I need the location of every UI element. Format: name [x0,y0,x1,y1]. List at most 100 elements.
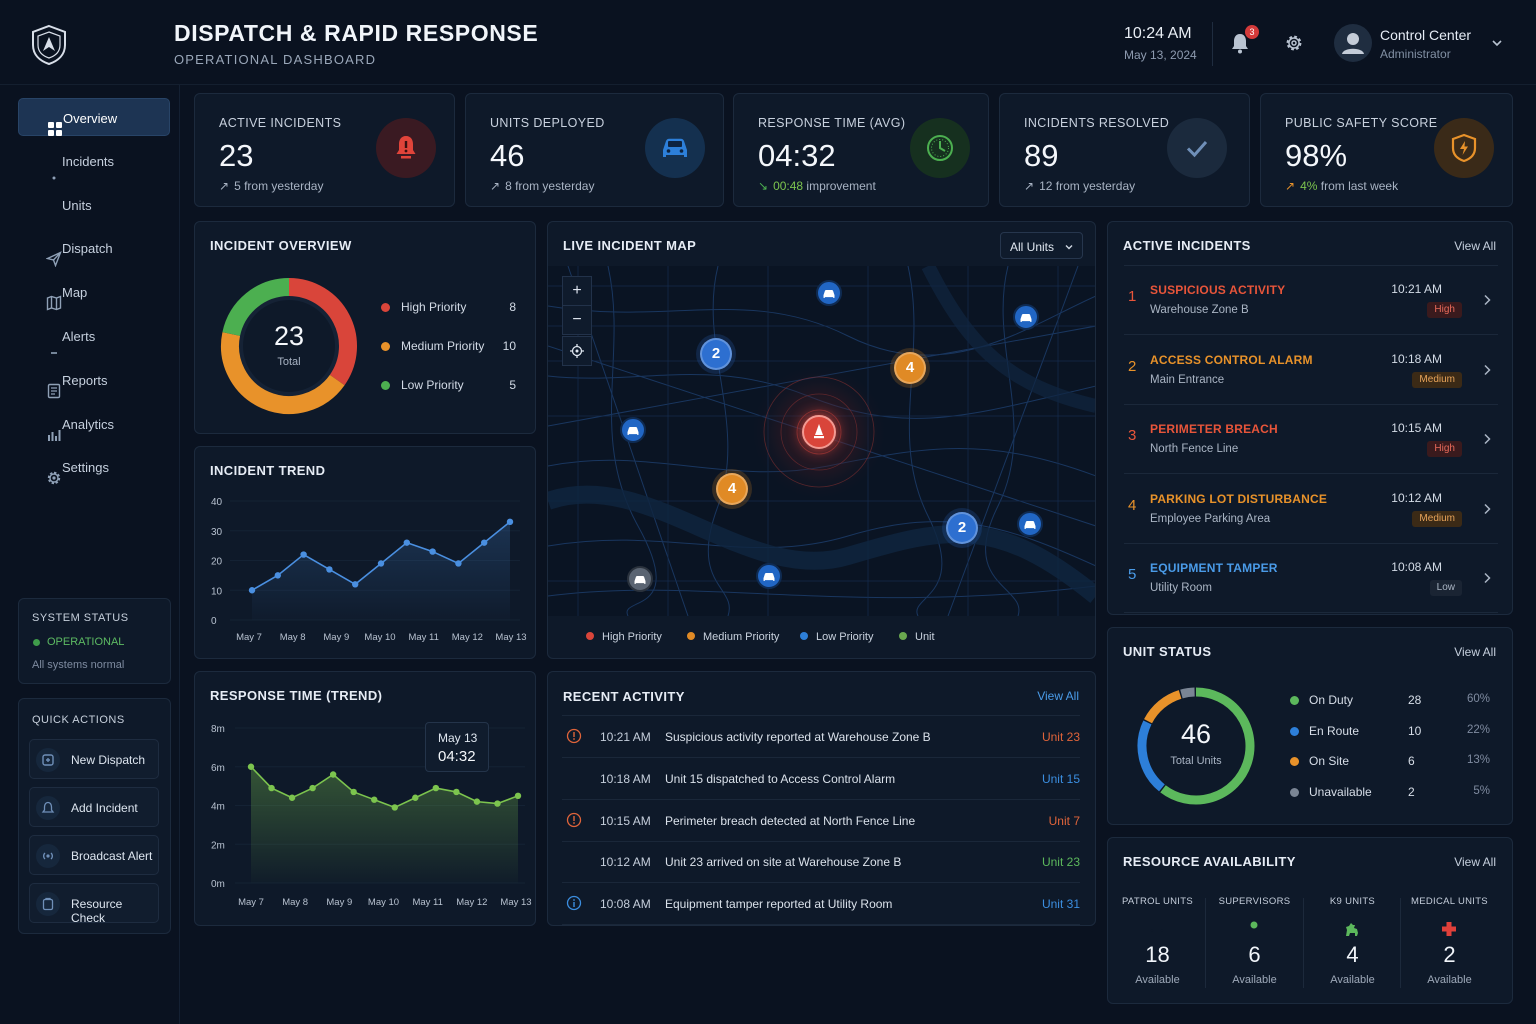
sidebar-item-analytics[interactable]: Analytics [18,405,170,443]
user-icon [1342,33,1364,54]
data-point [429,548,436,555]
incident-row[interactable]: 2 ACCESS CONTROL ALARM Main Entrance 10:18 … [1124,336,1498,405]
recent-activity-view-all[interactable]: View All [1037,689,1079,703]
zoom-in-button[interactable]: + [562,276,592,306]
incident-cluster-marker[interactable]: 4 [894,352,926,384]
y-tick-label: 30 [211,527,223,538]
bell-icon [32,153,56,180]
data-point [248,587,256,594]
unit-status-donut [1137,687,1255,805]
send-icon [32,240,62,268]
activity-unit-link[interactable]: Unit 23 [1041,730,1080,744]
bar-chart-icon [32,416,61,441]
unit-filter-dropdown[interactable]: All Units [1000,232,1083,259]
resource-medical-units[interactable]: MEDICAL UNITS 2 Available [1401,894,1498,994]
kpi-delta-value: 4% [1300,179,1318,193]
activity-unit-link[interactable]: Unit 31 [1041,897,1080,912]
incident-row[interactable]: 1 SUSPICIOUS ACTIVITY Warehouse Zone B 10:2… [1124,266,1498,335]
legend-dot [1290,726,1299,736]
activity-unit-link[interactable]: Unit 7 [1048,813,1080,828]
broadcast-alert-button[interactable]: Broadcast Alert [29,835,159,875]
sidebar-item-label: Settings [62,460,109,476]
active-incidents-view-all[interactable]: View All [1454,239,1496,253]
incident-trend-panel: INCIDENT TREND 0 10 20 30 40 May 7 May 8 May 9 M… [194,446,536,659]
sidebar-item-alerts[interactable]: Alerts [18,317,170,355]
legend-label: High Priority [401,300,467,314]
locate-button[interactable] [562,336,592,366]
unit-status-view-all[interactable]: View All [1454,645,1496,659]
divider [562,715,1080,716]
sidebar-item-dispatch[interactable]: Dispatch [18,229,170,268]
sidebar-item-incidents[interactable]: Incidents [18,142,170,180]
sidebar-item-overview[interactable]: Overview [18,98,170,136]
sidebar-item-units[interactable]: Units [18,186,170,224]
trend-arrow-icon: ↘ [758,179,769,193]
incident-trend-chart: 0 10 20 30 40 May 7 May 8 May 9 May 10 May 11 May … [211,497,527,643]
incident-row[interactable]: 3 PERIMETER BREACH North Fence Line 10:15 A… [1124,405,1498,474]
donut-segment-on-site [1144,690,1182,724]
sidebar-item-label: Incidents [62,153,115,169]
settings-gear-icon[interactable] [1283,32,1305,54]
unit-marker-car-icon[interactable] [620,417,646,443]
high-priority-incident-marker[interactable] [802,415,836,449]
x-tick-label: May 8 [282,897,308,908]
y-tick-label: 20 [211,557,223,568]
incident-number: 1 [1128,288,1137,305]
activity-time: 10:21 AM [600,730,651,744]
unit-marker-car-icon[interactable] [816,280,842,306]
incident-cluster-marker[interactable]: 2 [946,512,978,544]
series-area [252,521,510,620]
x-tick-label: May 7 [236,632,262,643]
kpi-delta: ↗ 5 from yesterday [219,179,323,193]
map-legend: High Priority Medium Priority Low Priority… [562,624,1080,652]
user-avatar[interactable] [1334,24,1372,62]
new-dispatch-button[interactable]: New Dispatch [29,739,159,779]
notifications-bell-icon[interactable] [1229,31,1251,55]
data-point [377,560,385,567]
car-icon [645,118,705,178]
unit-status-row: On Duty 28 60% [1290,693,1490,709]
map-canvas[interactable]: 2 4 4 2 [548,266,1095,616]
unit-status-row: Unavailable 2 5% [1290,785,1490,801]
incident-title: PERIMETER BREACH [1150,422,1278,436]
data-point [309,784,316,792]
add-incident-button[interactable]: Add Incident [29,787,159,827]
activity-description: Equipment tamper reported at Utility Roo… [665,897,893,912]
resource-k9-units[interactable]: K9 UNITS 4 Available [1304,894,1401,994]
sidebar-item-settings[interactable]: Settings [18,448,170,486]
data-point [453,788,460,796]
sidebar-item-map[interactable]: Map [18,273,170,311]
activity-unit-link[interactable]: Unit 15 [1041,771,1080,786]
incident-cluster-marker[interactable]: 4 [716,473,748,505]
chevron-right-icon [1482,503,1492,515]
trend-arrow-icon: ↗ [1024,179,1035,193]
kpi-delta-text: from yesterday [511,179,595,193]
incident-title: SUSPICIOUS ACTIVITY [1150,283,1286,297]
resource-check-button[interactable]: Resource Check [29,883,159,925]
incident-cluster-marker[interactable]: 2 [700,338,732,370]
legend-dot [1290,696,1299,705]
zoom-out-button[interactable]: − [562,305,592,335]
unit-marker-car-icon[interactable] [627,566,653,592]
resource-patrol-units[interactable]: PATROL UNITS 18 Available [1109,894,1206,994]
kpi-delta-value: 12 [1039,179,1053,193]
resource-availability-view-all[interactable]: View All [1454,855,1496,869]
resource-supervisors[interactable]: SUPERVISORS 6 Available [1206,894,1303,994]
unit-marker-car-icon[interactable] [756,563,782,589]
unit-marker-car-icon[interactable] [1017,511,1043,537]
resource-availability-title: RESOURCE AVAILABILITY [1123,854,1296,869]
donut-segment-medium-priority [221,332,345,414]
activity-time: 10:15 AM [600,813,651,828]
resource-availability-panel: RESOURCE AVAILABILITY View All PATROL UN… [1107,837,1513,1004]
incident-row[interactable]: 4 PARKING LOT DISTURBANCE Employee Parking… [1124,475,1498,544]
incident-location: Warehouse Zone B [1150,304,1249,316]
y-tick-label: 0 [211,616,217,627]
chevron-down-icon[interactable] [1490,36,1504,50]
tooltip-date: May 13 [438,731,478,745]
incident-row[interactable]: 5 EQUIPMENT TAMPER Utility Room 10:08 AM Low [1124,544,1498,613]
activity-time: 10:12 AM [600,855,651,870]
sidebar-item-reports[interactable]: Reports [18,361,170,399]
activity-unit-link[interactable]: Unit 23 [1041,855,1080,870]
unit-marker-car-icon[interactable] [1013,304,1039,330]
incident-number: 4 [1128,496,1137,514]
